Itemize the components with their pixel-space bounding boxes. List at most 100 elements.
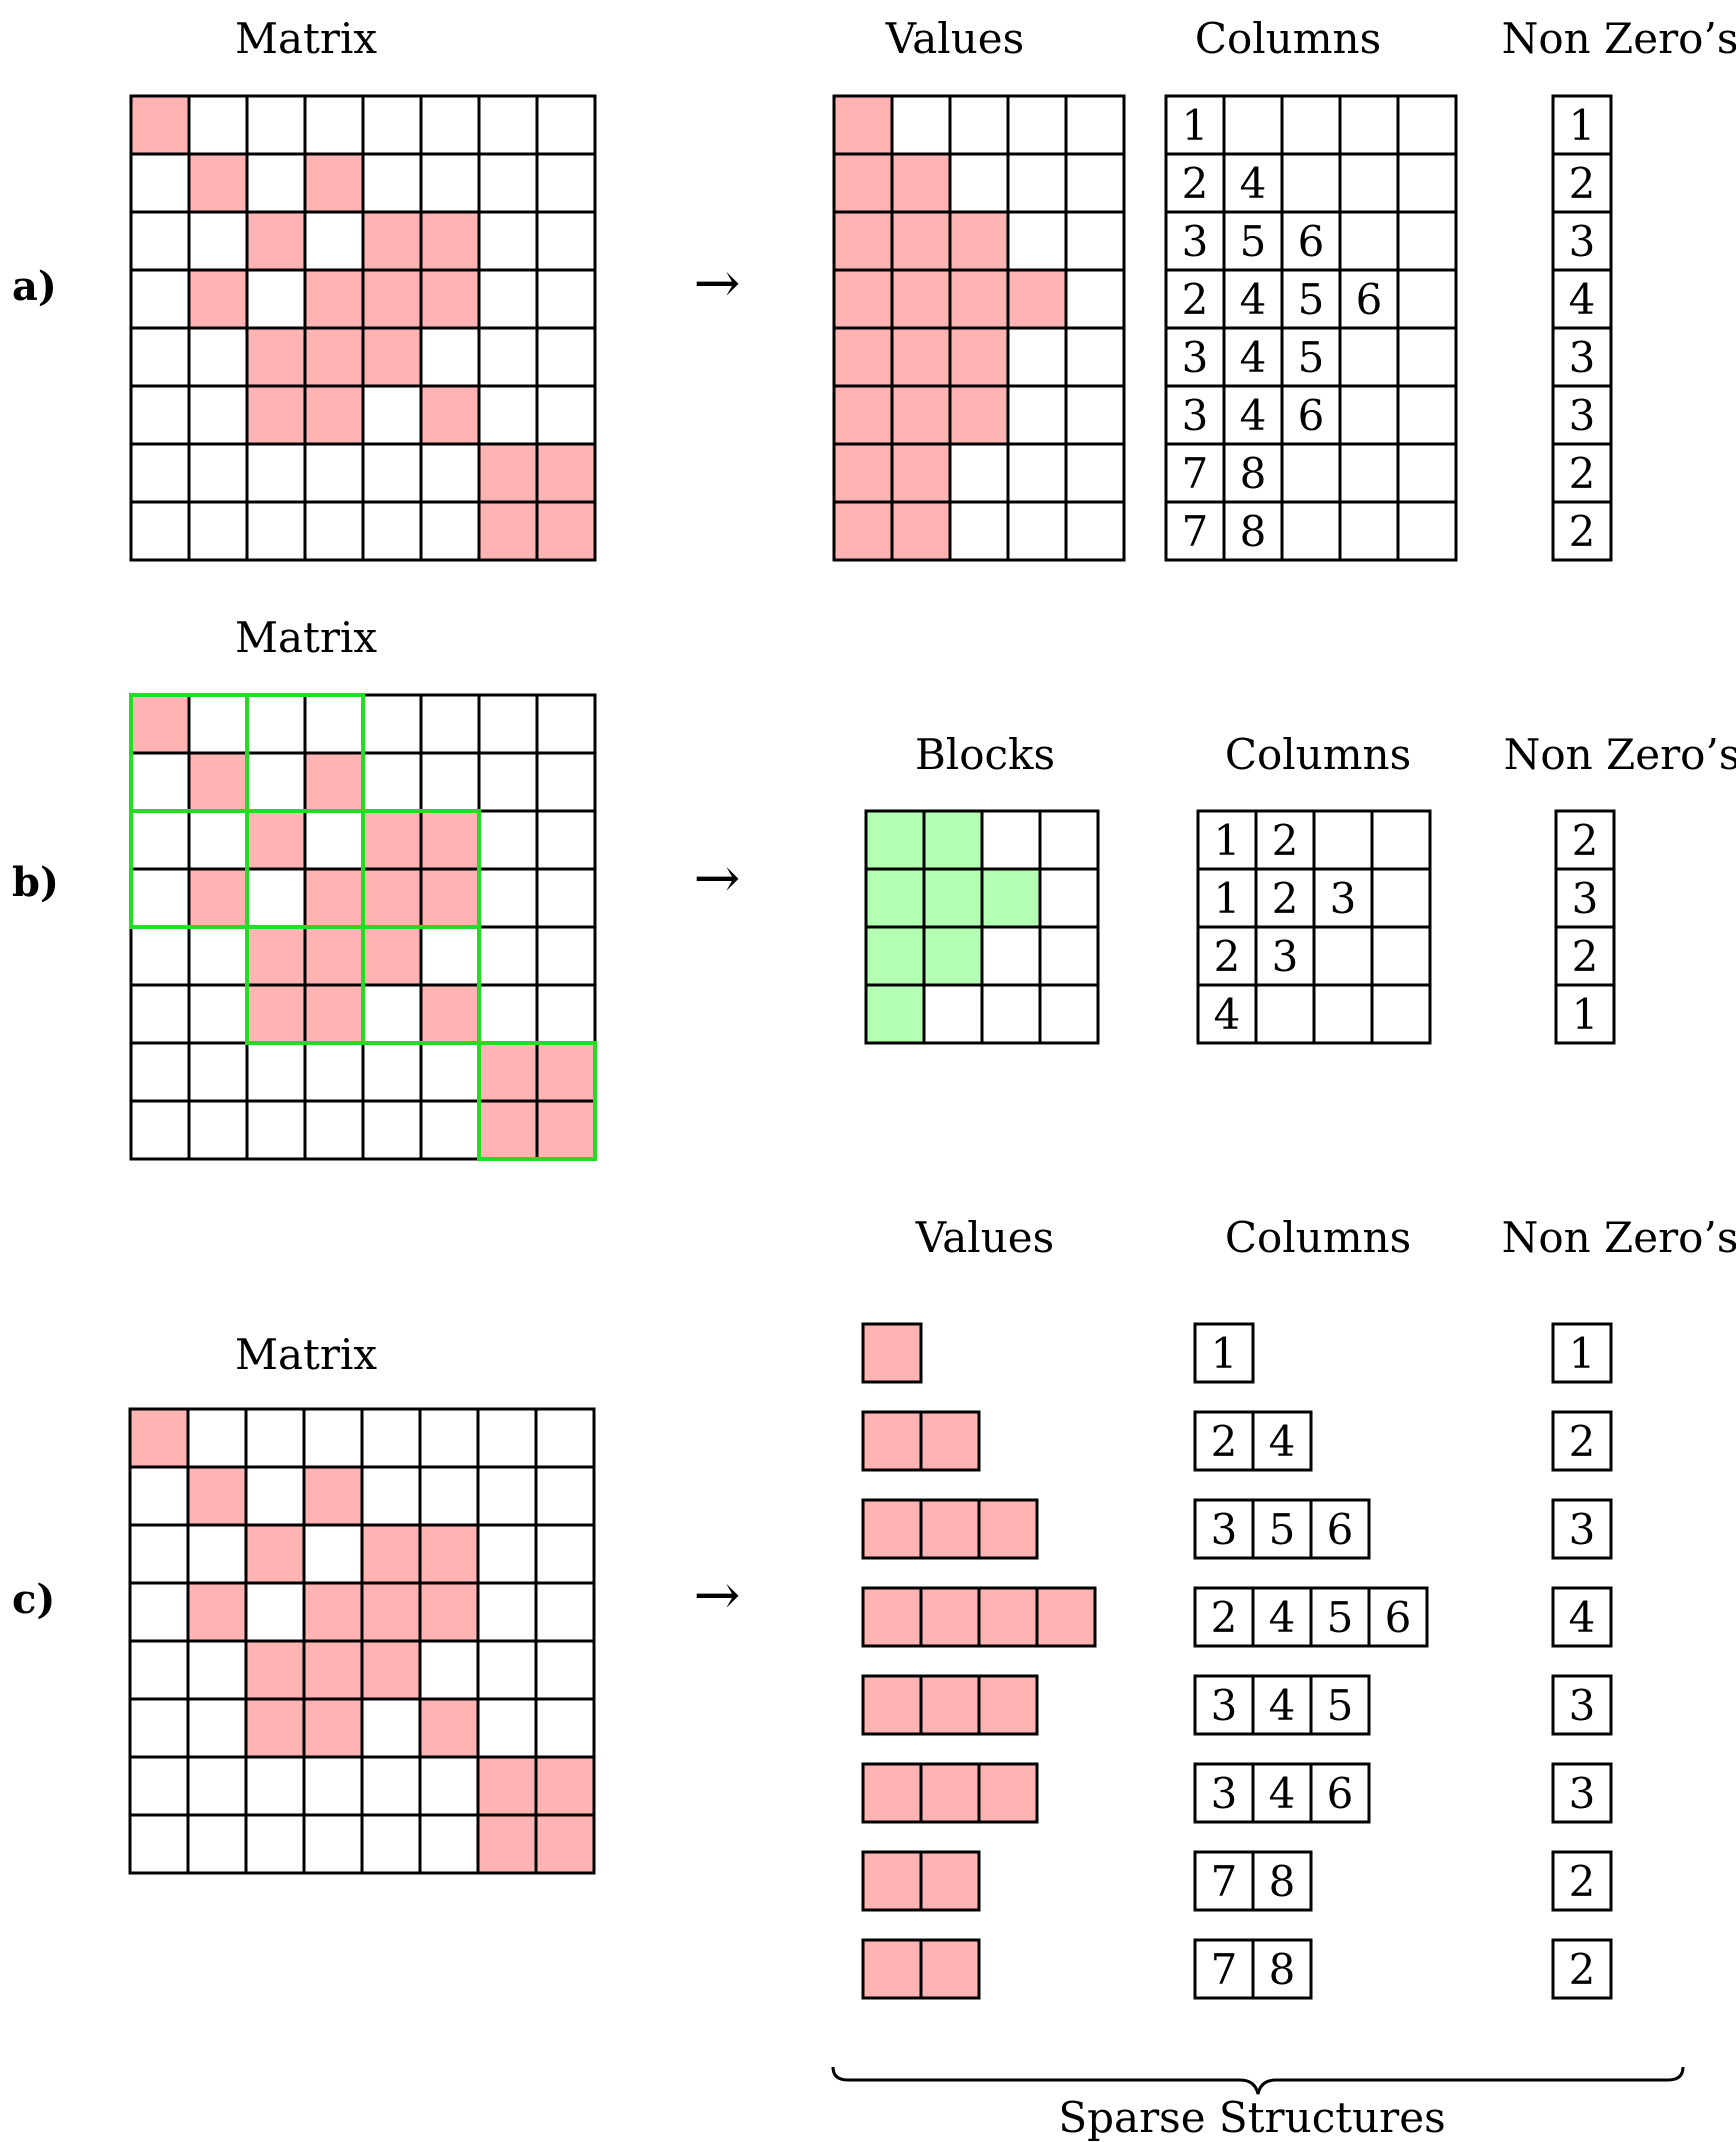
- matrix-empty-cell: [245, 442, 307, 504]
- matrix-empty-cell: [129, 1099, 191, 1161]
- matrix-empty-cell: [128, 1581, 190, 1643]
- matrix-empty-cell: [534, 1465, 596, 1527]
- column-index-cell: [1222, 94, 1284, 156]
- matrix-empty-cell: [129, 210, 191, 272]
- column-index-value: 8: [1269, 1857, 1296, 1906]
- block-empty-cell: [980, 983, 1042, 1045]
- value-empty-cell: [1006, 384, 1068, 446]
- panel-a-columns-title: Columns: [1195, 14, 1381, 63]
- column-index-value: 3: [1182, 217, 1209, 266]
- panel-b-blocks-grid: [864, 809, 1100, 1045]
- value-filled-cell: [861, 1410, 923, 1472]
- matrix-empty-cell: [535, 983, 597, 1045]
- block-nonzero-count-value: 1: [1572, 990, 1599, 1039]
- matrix-empty-cell: [302, 1523, 364, 1585]
- value-empty-cell: [1064, 326, 1126, 388]
- matrix-empty-cell: [361, 751, 423, 813]
- column-index-cell: [1193, 1410, 1255, 1472]
- matrix-empty-cell: [187, 326, 249, 388]
- value-filled-cell: [919, 1938, 981, 2000]
- column-index-cell: [1396, 210, 1458, 272]
- matrix-nonzero-cell: [187, 867, 249, 929]
- matrix-empty-cell: [303, 500, 365, 562]
- matrix-empty-cell: [245, 94, 307, 156]
- panel-c-arrow: →: [694, 1563, 741, 1628]
- matrix-nonzero-cell: [303, 751, 365, 813]
- matrix-empty-cell: [303, 94, 365, 156]
- block-filled-cell: [864, 983, 926, 1045]
- column-index-value: 6: [1298, 391, 1325, 440]
- matrix-empty-cell: [186, 1697, 248, 1759]
- value-empty-cell: [1006, 500, 1068, 562]
- matrix-empty-cell: [245, 693, 307, 755]
- matrix-empty-cell: [535, 94, 597, 156]
- panel-a-values-grid: [832, 94, 1126, 562]
- matrix-nonzero-cell: [477, 1041, 539, 1103]
- matrix-nonzero-cell: [302, 1697, 364, 1759]
- block-column-index-cell: [1196, 983, 1258, 1045]
- matrix-empty-cell: [244, 1581, 306, 1643]
- nonzero-count-cell: [1551, 268, 1613, 330]
- nonzero-count-value: 2: [1569, 1417, 1596, 1466]
- column-index-value: 8: [1269, 1945, 1296, 1994]
- value-filled-cell: [919, 1498, 981, 1560]
- column-index-cell: [1251, 1938, 1313, 2000]
- value-empty-cell: [1064, 210, 1126, 272]
- matrix-nonzero-cell: [419, 210, 481, 272]
- nonzero-block-outline: [361, 925, 481, 1045]
- value-filled-cell: [919, 1410, 981, 1472]
- column-index-value: 2: [1211, 1417, 1238, 1466]
- matrix-nonzero-cell: [186, 1465, 248, 1527]
- column-index-value: 5: [1298, 275, 1325, 324]
- matrix-empty-cell: [535, 152, 597, 214]
- column-index-value: 5: [1240, 217, 1267, 266]
- panel-c-columns-rows: 12 43 5 62 4 5 63 4 53 4 67 87 8: [1193, 1322, 1429, 2000]
- matrix-nonzero-cell: [477, 500, 539, 562]
- matrix-empty-cell: [303, 809, 365, 871]
- matrix-nonzero-cell: [245, 925, 307, 987]
- nonzero-count-cell: [1551, 1938, 1613, 2000]
- block-column-index-cell: [1196, 925, 1258, 987]
- column-index-cell: [1338, 94, 1400, 156]
- value-filled-cell: [861, 1586, 923, 1648]
- matrix-empty-cell: [418, 1755, 480, 1817]
- block-filled-cell: [864, 809, 926, 871]
- matrix-empty-cell: [303, 210, 365, 272]
- matrix-nonzero-cell: [244, 1697, 306, 1759]
- column-index-cell: [1309, 1498, 1371, 1560]
- block-filled-cell: [980, 867, 1042, 929]
- value-filled-cell: [832, 268, 894, 330]
- matrix-empty-cell: [186, 1639, 248, 1701]
- matrix-empty-cell: [419, 442, 481, 504]
- panel-c-columns-title: Columns: [1225, 1213, 1411, 1262]
- matrix-empty-cell: [244, 1465, 306, 1527]
- matrix-empty-cell: [419, 500, 481, 562]
- column-index-cell: [1280, 500, 1342, 562]
- nonzero-count-value: 2: [1569, 159, 1596, 208]
- matrix-nonzero-cell: [302, 1465, 364, 1527]
- matrix-nonzero-cell: [419, 867, 481, 929]
- block-column-index-cell: [1370, 867, 1432, 929]
- nonzero-count-cell: [1551, 1498, 1613, 1560]
- panel-a-columns-grid: 12 43 5 62 4 5 63 4 53 4 67 87 8: [1164, 94, 1458, 562]
- column-index-cell: [1193, 1938, 1255, 2000]
- panel-b-nonzeros-column: 2 3 2 1: [1554, 809, 1616, 1045]
- block-column-index-value: 2: [1272, 874, 1299, 923]
- matrix-nonzero-cell: [187, 268, 249, 330]
- panel-a-label: a): [12, 263, 57, 310]
- value-filled-cell: [832, 500, 894, 562]
- matrix-nonzero-cell: [303, 925, 365, 987]
- value-filled-cell: [977, 1498, 1039, 1560]
- matrix-nonzero-cell: [303, 384, 365, 446]
- panel-b: b) Matrix → Blocks Columns 1 21 2 32 34 Non …: [12, 613, 1736, 1161]
- value-filled-cell: [832, 210, 894, 272]
- column-index-value: 4: [1240, 275, 1267, 324]
- nonzero-count-value: 2: [1569, 1857, 1596, 1906]
- matrix-empty-cell: [245, 1099, 307, 1161]
- matrix-empty-cell: [303, 1099, 365, 1161]
- column-index-cell: [1309, 1762, 1371, 1824]
- column-index-value: 7: [1182, 449, 1209, 498]
- matrix-empty-cell: [418, 1465, 480, 1527]
- matrix-empty-cell: [477, 94, 539, 156]
- matrix-empty-cell: [477, 268, 539, 330]
